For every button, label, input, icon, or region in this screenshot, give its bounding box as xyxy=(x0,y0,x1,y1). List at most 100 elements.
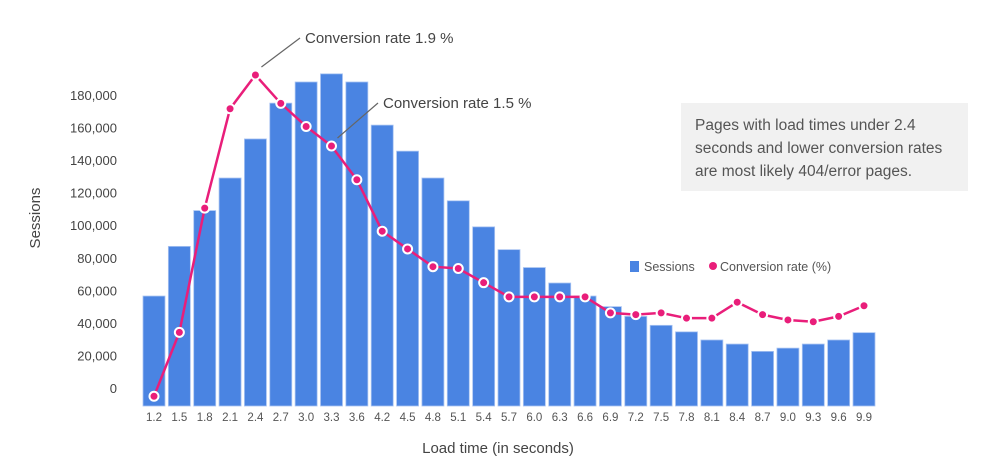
conversion-point xyxy=(224,103,236,115)
conversion-point xyxy=(858,300,870,312)
x-tick-label: 1.5 xyxy=(171,412,187,424)
x-tick-label: 5.4 xyxy=(476,412,493,424)
conversion-point xyxy=(300,120,312,132)
bar-sessions xyxy=(725,343,749,407)
x-tick-label: 1.8 xyxy=(197,412,213,424)
bar-sessions xyxy=(522,267,546,407)
conversion-point xyxy=(757,309,769,321)
bar-sessions xyxy=(421,177,445,407)
x-tick-label: 3.0 xyxy=(298,412,314,424)
bar-sessions xyxy=(472,226,496,407)
bar-sessions xyxy=(269,102,293,407)
y-tick-label: 60,000 xyxy=(77,283,117,298)
x-tick-label: 4.8 xyxy=(425,412,441,424)
bar-sessions xyxy=(675,331,698,407)
legend-conversion-label: Conversion rate (%) xyxy=(720,260,831,274)
y-tick-label: 80,000 xyxy=(77,251,117,266)
conversion-point xyxy=(173,326,185,338)
bar-sessions xyxy=(320,73,343,407)
x-tick-label: 7.8 xyxy=(679,412,695,424)
x-tick-label: 8.4 xyxy=(729,412,746,424)
conversion-point xyxy=(554,291,566,303)
conversion-point xyxy=(351,174,363,186)
conversion-point xyxy=(427,261,439,273)
annotation-label: Conversion rate 1.9 % xyxy=(305,30,453,47)
bar-sessions xyxy=(700,339,724,407)
conversion-point xyxy=(376,225,388,237)
x-tick-label: 4.2 xyxy=(374,412,390,424)
conversion-point xyxy=(478,277,490,289)
conversion-point xyxy=(249,69,261,81)
x-tick-label: 5.7 xyxy=(501,412,517,424)
y-tick-label: 100,000 xyxy=(70,218,117,233)
annotation-leader-line xyxy=(337,102,379,139)
conversion-point xyxy=(807,316,819,328)
conversion-point xyxy=(681,312,692,324)
x-tick-label: 9.3 xyxy=(805,412,821,424)
x-tick-label: 9.0 xyxy=(780,412,796,424)
bar-sessions xyxy=(801,343,825,407)
y-tick-label: 40,000 xyxy=(77,316,117,331)
x-tick-label: 8.7 xyxy=(755,412,771,424)
bar-sessions xyxy=(218,177,242,407)
bar-sessions xyxy=(142,295,166,407)
bar-sessions xyxy=(852,332,876,407)
bar-sessions xyxy=(599,306,622,407)
conversion-point xyxy=(630,309,642,321)
bar-sessions xyxy=(649,324,673,407)
x-tick-label: 2.4 xyxy=(247,412,264,424)
x-tick-label: 6.3 xyxy=(552,412,568,424)
y-tick-label: 160,000 xyxy=(70,121,117,136)
legend: Sessions Conversion rate (%) xyxy=(630,260,831,274)
conversion-point xyxy=(503,291,515,303)
x-tick-label: 5.1 xyxy=(450,412,466,424)
bar-sessions xyxy=(446,200,470,407)
bar-sessions xyxy=(294,81,318,407)
x-tick-label: 9.6 xyxy=(831,412,847,424)
x-tick-label: 6.9 xyxy=(602,412,618,424)
x-tick-label: 4.5 xyxy=(400,412,416,424)
y-axis-label: Sessions xyxy=(27,188,44,249)
conversion-point xyxy=(452,262,464,274)
y-tick-label: 0 xyxy=(110,381,117,396)
conversion-point xyxy=(326,140,337,152)
conversion-point xyxy=(833,310,845,322)
conversion-point xyxy=(655,307,667,319)
x-tick-label: 7.2 xyxy=(628,412,644,424)
x-tick-label: 7.5 xyxy=(653,412,669,424)
x-tick-label: 3.6 xyxy=(349,412,365,424)
y-tick-label: 20,000 xyxy=(77,348,117,363)
y-tick-label: 140,000 xyxy=(70,153,117,168)
conversion-point xyxy=(528,291,540,303)
bar-sessions xyxy=(776,347,800,407)
bar-sessions xyxy=(396,150,419,407)
x-tick-label: 9.9 xyxy=(856,412,872,424)
x-tick-label: 1.2 xyxy=(146,412,162,424)
x-tick-label: 2.7 xyxy=(273,412,289,424)
conversion-point xyxy=(148,390,160,402)
annotation-label: Conversion rate 1.5 % xyxy=(383,95,531,112)
conversion-point xyxy=(706,312,718,324)
annotation-note: Pages with load times under 2.4 seconds … xyxy=(681,103,968,191)
bar-sessions xyxy=(497,249,521,407)
conversion-point xyxy=(731,296,743,308)
conversion-point xyxy=(402,243,414,255)
x-tick-label: 8.1 xyxy=(704,412,720,424)
legend-sessions-label: Sessions xyxy=(644,260,695,274)
bar-sessions xyxy=(548,282,572,407)
x-tick-label: 6.6 xyxy=(577,412,593,424)
bar-sessions xyxy=(244,138,267,407)
legend-sessions-swatch xyxy=(630,261,639,272)
bar-sessions xyxy=(345,81,369,407)
y-tick-label: 180,000 xyxy=(70,88,117,103)
conversion-point xyxy=(199,202,211,214)
conversion-point xyxy=(782,314,794,326)
x-axis-label: Load time (in seconds) xyxy=(422,440,574,457)
x-tick-label: 6.0 xyxy=(526,412,542,424)
bar-sessions xyxy=(827,339,851,407)
annotation-leader-line xyxy=(261,37,301,68)
y-tick-label: 120,000 xyxy=(70,186,117,201)
x-tick-label: 3.3 xyxy=(324,412,340,424)
